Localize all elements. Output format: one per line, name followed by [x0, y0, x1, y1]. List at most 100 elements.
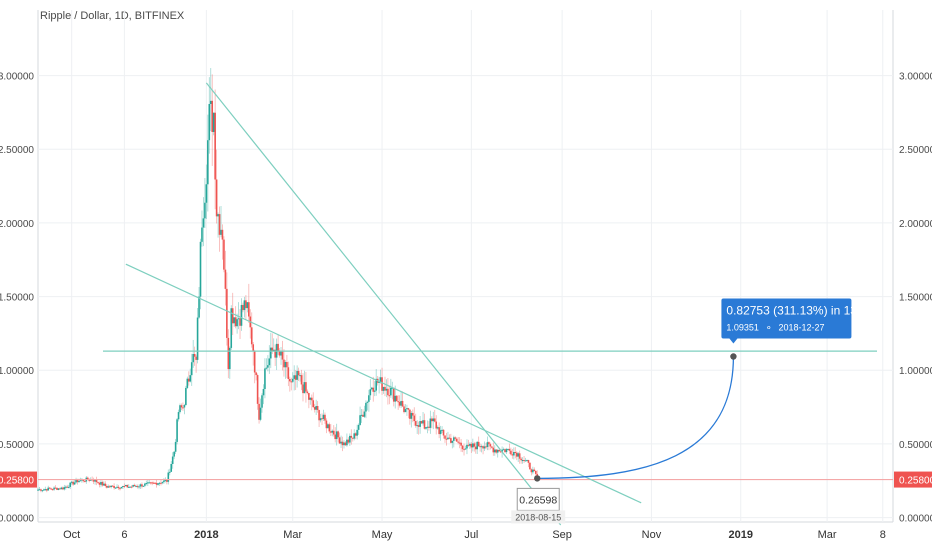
candle-body — [375, 378, 377, 391]
candle-body — [435, 421, 438, 429]
steep-downtrend-trendline[interactable] — [205, 82, 562, 526]
candle-body — [117, 486, 120, 489]
candle-body — [406, 408, 408, 410]
candle-body — [48, 487, 51, 489]
y-tick-label-left: 0.50000 — [0, 440, 34, 451]
candle-body — [335, 431, 338, 440]
candle-body — [88, 479, 91, 481]
candle-body — [441, 429, 443, 431]
candle-body — [245, 300, 247, 309]
candle-body — [529, 462, 531, 470]
candle-body — [521, 460, 524, 462]
candle-body — [464, 448, 467, 450]
candle-body — [204, 202, 206, 219]
candle-body — [485, 446, 487, 448]
candle-body — [373, 390, 376, 392]
candle-body — [176, 419, 178, 442]
candle-body — [442, 429, 445, 436]
candle-body — [414, 421, 417, 426]
candle-body — [312, 400, 315, 408]
candle-body — [341, 441, 344, 446]
candle-body — [119, 488, 121, 490]
candle-body — [209, 100, 212, 104]
candle-body — [157, 483, 159, 485]
candle-body — [141, 484, 143, 487]
candle-body — [476, 441, 479, 450]
candle-body — [114, 487, 117, 489]
candle-body — [271, 347, 274, 352]
candles — [37, 68, 539, 493]
candle-body — [533, 469, 536, 471]
candle-body — [417, 425, 420, 427]
candle-body — [171, 456, 174, 464]
candle-body — [227, 337, 230, 370]
candle-body — [217, 214, 219, 217]
candle-body — [319, 418, 322, 421]
x-tick-label: 6 — [121, 529, 127, 541]
candle-body — [193, 353, 196, 357]
candle-body — [284, 361, 287, 368]
candle-body — [436, 427, 439, 429]
candle-body — [511, 454, 514, 456]
candle-body — [303, 382, 306, 394]
candle-body — [44, 489, 47, 491]
candle-body — [305, 382, 307, 392]
candle-body — [62, 487, 64, 490]
candle-body — [359, 415, 361, 425]
candle-body — [495, 449, 498, 453]
candle-body — [403, 406, 405, 413]
candle-body — [455, 438, 458, 442]
candle-body — [473, 443, 476, 447]
candle-body — [126, 484, 129, 488]
projection-end-point[interactable] — [730, 353, 737, 360]
projection-sub-date: 2018-12-27 — [779, 322, 825, 332]
x-tick-label: Jul — [464, 529, 478, 541]
candle-body — [357, 424, 360, 430]
candle-body — [472, 443, 474, 448]
candle-body — [313, 407, 316, 410]
candle-body — [491, 446, 493, 448]
candle-body — [527, 460, 530, 463]
candle-body — [133, 484, 136, 487]
shallow-downtrend-trendline[interactable] — [125, 263, 642, 504]
candle-body — [409, 409, 411, 419]
candle-body — [138, 486, 140, 488]
candle-body — [362, 414, 364, 417]
candle-body — [242, 304, 244, 311]
candle-body — [489, 444, 492, 447]
candle-body — [394, 395, 397, 402]
candle-body — [388, 395, 391, 397]
candle-body — [346, 439, 348, 446]
candle-body — [328, 424, 331, 432]
candle-body — [325, 420, 328, 429]
projection-sub-sep: ⚬ — [765, 322, 773, 332]
candle-body — [387, 388, 389, 396]
candle-body — [431, 418, 433, 422]
candle-body — [324, 414, 326, 421]
candle-body — [517, 453, 520, 457]
candle-body — [474, 446, 477, 450]
candle-body — [432, 418, 435, 422]
candle-body — [123, 485, 126, 487]
candle-body — [499, 451, 502, 453]
projection-curve[interactable] — [537, 356, 735, 480]
projection-start-point[interactable] — [534, 475, 541, 482]
last-price-badge-left — [0, 471, 37, 488]
projection-label-main: 0.82753 (311.13%) in 134d — [726, 303, 870, 317]
candle-body — [520, 458, 522, 461]
candle-body — [147, 482, 149, 484]
candle-body — [371, 387, 373, 390]
candle-body — [447, 437, 449, 440]
candle-body — [454, 437, 457, 439]
candle-body — [291, 378, 294, 382]
candle-body — [351, 437, 354, 439]
candle-body — [332, 430, 335, 435]
candle-body — [392, 387, 395, 402]
candle-body — [306, 391, 309, 394]
candle-body — [253, 351, 256, 373]
candle-body — [404, 409, 407, 413]
x-tick-label: Nov — [642, 529, 662, 541]
candle-body — [50, 488, 52, 490]
